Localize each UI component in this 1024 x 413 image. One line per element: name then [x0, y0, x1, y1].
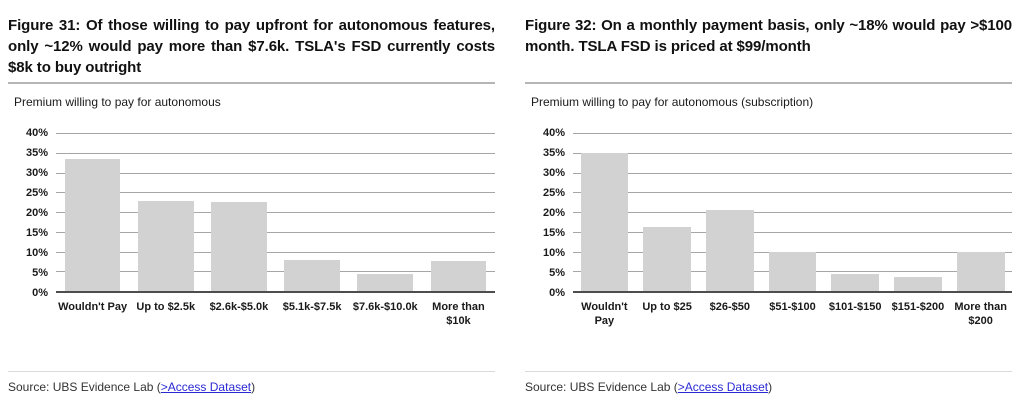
x-axis-category-label: More than $200: [954, 301, 1007, 327]
bar: [831, 274, 880, 291]
bar-slot: [949, 133, 1012, 291]
gridline: [573, 152, 1012, 154]
bar-slot: [573, 133, 636, 291]
y-axis-tick-label: 20%: [542, 207, 565, 219]
y-axis-tick-label: 10%: [25, 247, 48, 259]
bar-slot: [636, 133, 699, 291]
gridline: [56, 152, 495, 154]
figure-32-bars: [573, 133, 1012, 291]
bar-slot: [129, 133, 202, 291]
y-axis-tick-label: 35%: [542, 147, 565, 159]
y-axis-tick-label: 15%: [25, 227, 48, 239]
y-axis-tick-label: 15%: [542, 227, 565, 239]
y-axis-tick-label: 30%: [25, 167, 48, 179]
bar: [705, 210, 754, 291]
y-axis-tick-label: 35%: [25, 147, 48, 159]
y-axis-tick-label: 10%: [542, 247, 565, 259]
y-axis-tick-label: 40%: [25, 127, 48, 139]
figure-31-source: Source: UBS Evidence Lab (>Access Datase…: [8, 371, 495, 394]
figure-31-y-axis: 40% 35% 30% 25% 20% 15% 10% 5% 0%: [8, 127, 48, 299]
gridline: [56, 133, 495, 134]
figure-32-chart: 40% 35% 30% 25% 20% 15% 10% 5% 0%: [525, 127, 1012, 299]
x-axis-category-label: $51-$100: [769, 301, 816, 313]
figure-32-plot-area: [573, 133, 1012, 293]
y-axis-tick-label: 0%: [549, 287, 565, 299]
x-axis-category-label: Up to $2.5k: [136, 301, 196, 313]
figure-31-bars: [56, 133, 495, 291]
bar-slot: [422, 133, 495, 291]
bar: [284, 259, 340, 291]
x-axis-category-label: $101-$150: [828, 301, 882, 313]
bar: [768, 251, 817, 291]
bar: [357, 274, 414, 291]
figure-31-x-axis-labels: Wouldn't Pay Up to $2.5k $2.6k-$5.0k $5.1k-…: [56, 300, 495, 328]
source-text-suffix: ): [251, 380, 256, 394]
bar-slot: [761, 133, 824, 291]
bar: [211, 202, 267, 291]
x-axis-category-label: $26-$50: [709, 301, 750, 313]
gridline: [573, 133, 1012, 134]
bar: [894, 277, 942, 291]
gridline: [56, 251, 495, 253]
gridline: [56, 231, 495, 233]
x-axis-category-label: Wouldn't Pay: [581, 301, 628, 327]
access-dataset-link[interactable]: >Access Dataset: [677, 380, 769, 394]
figure-31-panel: Figure 31: Of those willing to pay upfro…: [8, 0, 495, 413]
source-text: Source: UBS Evidence Lab (: [525, 380, 678, 394]
y-axis-tick-label: 30%: [542, 167, 565, 179]
y-axis-tick-label: 25%: [542, 187, 565, 199]
x-axis-category-label: More than $10k: [432, 301, 485, 327]
source-text-suffix: ): [768, 380, 773, 394]
figure-32-title-block: Figure 32: On a monthly payment basis, o…: [525, 0, 1012, 84]
gridline: [56, 172, 495, 174]
bar-slot: [698, 133, 761, 291]
gridline: [56, 212, 495, 213]
figure-32-y-axis: 40% 35% 30% 25% 20% 15% 10% 5% 0%: [525, 127, 565, 299]
y-axis-tick-label: 5%: [549, 267, 565, 279]
x-axis-category-label: $2.6k-$5.0k: [209, 301, 269, 313]
figure-32-source: Source: UBS Evidence Lab (>Access Datase…: [525, 371, 1012, 394]
bar: [580, 152, 629, 291]
bar-slot: [56, 133, 129, 291]
x-axis-category-label: Wouldn't Pay: [58, 301, 128, 313]
figure-31-plot-area: [56, 133, 495, 293]
y-axis-tick-label: 5%: [32, 267, 48, 279]
bar-slot: [824, 133, 887, 291]
figure-32-x-axis-labels: Wouldn't Pay Up to $25 $26-$50 $51-$100 $101…: [573, 300, 1012, 328]
y-axis-tick-label: 0%: [32, 287, 48, 299]
source-text: Source: UBS Evidence Lab (: [8, 380, 161, 394]
y-axis-tick-label: 20%: [25, 207, 48, 219]
bar-slot: [887, 133, 950, 291]
bar-slot: [202, 133, 275, 291]
x-axis-category-label: $5.1k-$7.5k: [282, 301, 342, 313]
bar: [64, 159, 121, 291]
gridline: [573, 192, 1012, 194]
bar: [643, 227, 691, 291]
figure-31-chart: 40% 35% 30% 25% 20% 15% 10% 5% 0%: [8, 127, 495, 299]
figure-31-title: Figure 31: Of those willing to pay upfro…: [8, 17, 495, 76]
bar-slot: [349, 133, 422, 291]
y-axis-tick-label: 40%: [542, 127, 565, 139]
y-axis-tick-label: 25%: [25, 187, 48, 199]
x-axis-category-label: $7.6k-$10.0k: [352, 301, 418, 313]
gridline: [56, 192, 495, 194]
figure-31-title-block: Figure 31: Of those willing to pay upfro…: [8, 0, 495, 84]
bar-slot: [276, 133, 349, 291]
access-dataset-link[interactable]: >Access Dataset: [160, 380, 252, 394]
figure-32-title: Figure 32: On a monthly payment basis, o…: [525, 17, 1012, 55]
gridline: [56, 271, 495, 273]
bar: [137, 200, 194, 291]
figure-32-panel: Figure 32: On a monthly payment basis, o…: [525, 0, 1012, 413]
bar: [956, 251, 1005, 291]
bar: [430, 261, 487, 291]
gridline: [573, 231, 1012, 233]
gridline: [573, 212, 1012, 213]
figure-31-chart-subtitle: Premium willing to pay for autonomous: [14, 95, 221, 109]
x-axis-category-label: $151-$200: [891, 301, 945, 313]
figure-32-chart-subtitle: Premium willing to pay for autonomous (s…: [531, 95, 814, 109]
gridline: [573, 172, 1012, 174]
x-axis-category-label: Up to $25: [642, 301, 692, 313]
